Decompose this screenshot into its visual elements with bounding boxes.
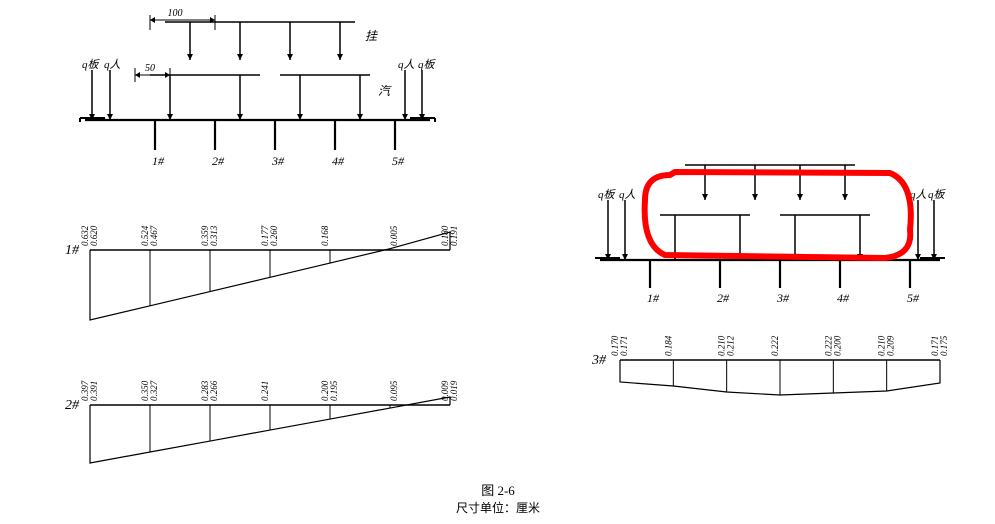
svg-text:2#: 2# <box>65 398 80 413</box>
svg-text:q人: q人 <box>910 188 927 201</box>
svg-text:q人: q人 <box>104 58 121 71</box>
svg-text:1#: 1# <box>65 243 80 258</box>
svg-text:q板: q板 <box>82 58 101 71</box>
svg-text:3#: 3# <box>591 353 607 368</box>
svg-text:0.620: 0.620 <box>89 225 99 246</box>
svg-text:0.391: 0.391 <box>89 381 99 401</box>
svg-text:3#: 3# <box>776 291 790 305</box>
svg-text:0.222: 0.222 <box>770 335 780 356</box>
svg-text:0.175: 0.175 <box>939 335 949 356</box>
svg-text:0.241: 0.241 <box>260 381 270 401</box>
svg-text:4#: 4# <box>332 154 345 168</box>
svg-text:0.212: 0.212 <box>726 335 736 356</box>
svg-text:100: 100 <box>168 8 183 19</box>
svg-text:0.266: 0.266 <box>209 380 219 401</box>
svg-text:0.005: 0.005 <box>389 225 399 246</box>
svg-text:0.095: 0.095 <box>389 380 399 401</box>
svg-text:0.200: 0.200 <box>832 335 842 356</box>
svg-text:2#: 2# <box>717 291 730 305</box>
svg-text:尺寸单位：厘米: 尺寸单位：厘米 <box>456 500 540 515</box>
svg-text:q板: q板 <box>598 188 617 201</box>
svg-text:汽: 汽 <box>378 84 392 98</box>
svg-text:4#: 4# <box>837 291 850 305</box>
svg-text:q人: q人 <box>619 188 636 201</box>
svg-text:2#: 2# <box>212 154 225 168</box>
svg-text:5#: 5# <box>392 154 405 168</box>
svg-text:1#: 1# <box>152 154 165 168</box>
svg-text:0.019: 0.019 <box>449 380 459 401</box>
svg-text:5#: 5# <box>907 291 920 305</box>
svg-text:0.168: 0.168 <box>320 225 330 246</box>
svg-text:q板: q板 <box>928 188 947 201</box>
svg-text:0.467: 0.467 <box>149 225 159 246</box>
svg-text:0.191: 0.191 <box>449 226 459 246</box>
svg-text:q人: q人 <box>398 58 415 71</box>
svg-text:图 2-6: 图 2-6 <box>481 483 515 498</box>
svg-text:0.195: 0.195 <box>329 380 339 401</box>
svg-text:50: 50 <box>145 63 155 74</box>
svg-text:挂: 挂 <box>365 29 378 43</box>
svg-text:0.327: 0.327 <box>149 380 159 401</box>
svg-text:0.260: 0.260 <box>269 225 279 246</box>
svg-text:3#: 3# <box>271 154 285 168</box>
svg-text:0.171: 0.171 <box>619 336 629 356</box>
svg-text:q板: q板 <box>418 58 437 71</box>
svg-text:0.209: 0.209 <box>886 335 896 356</box>
diagram-canvas: 1#2#3#4#5#挂汽10050q板q人q人q板1#0.6320.6200.5… <box>0 0 995 524</box>
svg-text:1#: 1# <box>647 291 660 305</box>
svg-text:0.313: 0.313 <box>209 225 219 246</box>
svg-text:0.184: 0.184 <box>663 335 673 356</box>
